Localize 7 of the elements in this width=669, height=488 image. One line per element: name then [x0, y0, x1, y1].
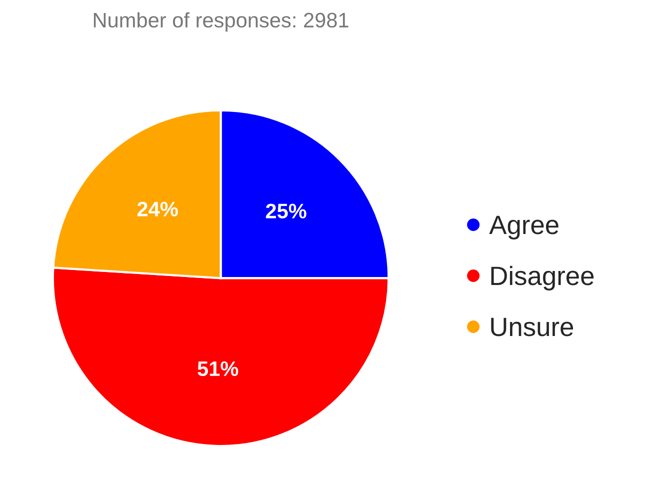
- legend-label: Agree: [489, 216, 558, 240]
- legend-label: Disagree: [491, 266, 594, 290]
- legend-label: Unsure: [491, 318, 574, 336]
- chart-subtitle: Number of responses: 2981: [94, 12, 348, 32]
- data-label: 24%: [137, 202, 178, 216]
- data-label: 25%: [266, 204, 306, 218]
- data-label: 51%: [198, 361, 238, 376]
